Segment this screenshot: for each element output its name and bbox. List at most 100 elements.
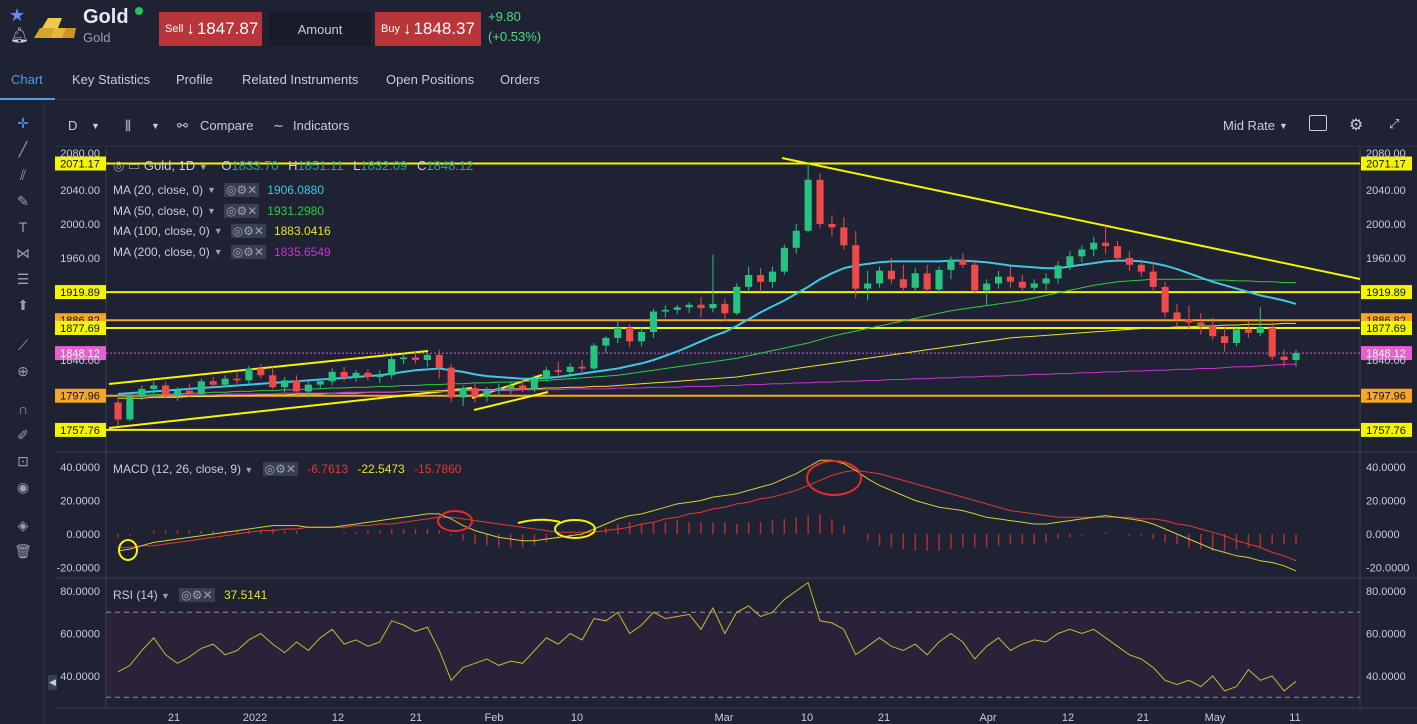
candle-body — [233, 378, 241, 381]
hand-drawn-annotations — [118, 460, 862, 561]
channel-lower-line — [108, 387, 473, 429]
macd-tick-label: -20.0000 — [57, 563, 100, 575]
annotation-circle — [118, 539, 138, 561]
fib-icon[interactable]: ☰ — [16, 271, 30, 287]
ma100-line — [118, 322, 1296, 399]
favorite-star-icon[interactable]: ★ — [9, 5, 26, 25]
compare-icon[interactable]: ⚯ — [177, 118, 188, 133]
candle-body — [887, 270, 896, 280]
sell-label: Sell — [165, 23, 184, 35]
time-tick-label: Feb — [485, 712, 504, 724]
candle-body — [411, 357, 420, 360]
candle-body — [245, 368, 253, 381]
macd-signal-value: -22.5473 — [357, 462, 405, 476]
close-value: 1848.12 — [426, 158, 474, 173]
gold-bars-icon — [34, 18, 76, 38]
buy-button[interactable]: Buy ↓ 1848.37 — [375, 12, 481, 46]
chevron-down-icon[interactable]: ▼ — [1279, 121, 1288, 131]
pattern-icon[interactable]: ⋈ — [16, 245, 30, 261]
candle-body — [1292, 353, 1300, 360]
candle-body — [281, 380, 289, 388]
interval-select[interactable]: D — [68, 118, 78, 133]
ruler-icon[interactable]: ⟋ — [18, 337, 28, 353]
level-tag-right — [1361, 388, 1412, 403]
chevron-down-icon[interactable]: ▼ — [161, 591, 170, 601]
tab-chart[interactable]: Chart — [11, 72, 43, 87]
magnet-icon[interactable]: ∩ — [17, 401, 29, 417]
zoom-icon[interactable]: ⊕ — [17, 363, 29, 379]
collapse-left-icon[interactable]: ◀ — [48, 675, 57, 690]
chevron-down-icon[interactable]: ▼ — [198, 162, 208, 172]
chevron-down-icon[interactable]: ▼ — [151, 121, 160, 131]
candle-body — [947, 259, 955, 270]
trash-icon[interactable]: 🗑︎ — [14, 543, 32, 559]
tab-open-positions[interactable]: Open Positions — [386, 72, 475, 87]
candle-body — [1078, 249, 1086, 257]
ma-label: MA (20, close, 0) — [113, 183, 204, 198]
candle-body — [388, 359, 396, 376]
sell-button[interactable]: Sell ↓ 1847.87 — [159, 12, 262, 46]
drawing-tools-sidebar: ✛ ╱ ⫽ ✎ T ⋈ ☰ ⬆ ⟋ ⊕ ∩ ✐ ⊡ ◉ ◈ 🗑︎ — [0, 101, 45, 724]
price-tick-label: 1840.00 — [60, 355, 100, 367]
trend-line-icon[interactable]: ╱ — [18, 141, 28, 157]
instrument-header: ★ 🔔︎ Gold Gold Sell ↓ 1847.87 Amount Buy… — [0, 0, 1417, 58]
macd-controls-icon[interactable]: ◎⚙✕ — [262, 462, 298, 476]
alert-bell-icon[interactable]: 🔔︎ — [10, 27, 30, 44]
macd-tick-label: 0.0000 — [66, 529, 100, 541]
chevron-down-icon[interactable]: ▼ — [91, 121, 100, 131]
candle-body — [1030, 283, 1038, 288]
rsi-controls-icon[interactable]: ◎⚙✕ — [179, 588, 215, 602]
open-value: 1833.70 — [231, 158, 279, 173]
eye-icon[interactable]: ◎ ▭ — [113, 158, 141, 173]
candle-body — [1054, 265, 1062, 279]
ma50-line — [118, 278, 1296, 397]
ma-controls-icon[interactable]: ◎⚙✕ — [230, 244, 266, 259]
brush-icon[interactable]: ✎ — [17, 193, 29, 209]
candle-body — [1173, 312, 1181, 320]
chevron-down-icon[interactable]: ▼ — [207, 185, 216, 196]
pitchfork-icon[interactable]: ⫽ — [19, 167, 27, 183]
candle-body — [590, 345, 598, 369]
visibility-eye-icon[interactable]: ◉ — [16, 479, 30, 495]
tab-orders[interactable]: Orders — [500, 72, 540, 87]
settings-gear-icon[interactable]: ⚙ — [1349, 117, 1364, 134]
macd-tick-label: 40.0000 — [1366, 462, 1406, 474]
candle-body — [566, 366, 574, 372]
tab-profile[interactable]: Profile — [176, 72, 213, 87]
expand-icon[interactable]: ⤢ — [1389, 116, 1400, 131]
chevron-down-icon[interactable]: ▼ — [207, 205, 216, 216]
lock-icon[interactable]: ⊡ — [17, 453, 29, 469]
tab-key-statistics[interactable]: Key Statistics — [72, 72, 151, 87]
annotation-stroke — [517, 518, 561, 524]
indicators-button[interactable]: Indicators — [293, 118, 350, 133]
fullscreen-box-icon[interactable] — [1309, 115, 1327, 131]
chart-type-candles-icon[interactable]: ⫼ — [125, 118, 131, 133]
amount-input[interactable]: Amount — [269, 12, 371, 46]
time-tick-label: 21 — [410, 712, 422, 724]
ma-label: MA (100, close, 0) — [113, 224, 210, 239]
rate-select[interactable]: Mid Rate — [1223, 118, 1276, 133]
time-tick-label: Apr — [979, 712, 996, 724]
crosshair-icon[interactable]: ✛ — [17, 115, 29, 131]
chevron-down-icon[interactable]: ▼ — [213, 246, 223, 257]
arrow-up-icon[interactable]: ⬆ — [17, 297, 29, 313]
ma-controls-icon[interactable]: ◎⚙✕ — [223, 203, 260, 218]
price-tick-label: 2040.00 — [60, 185, 100, 197]
tab-related-instruments[interactable]: Related Instruments — [242, 72, 359, 87]
level-tag-right — [1361, 320, 1412, 335]
chevron-down-icon[interactable]: ▼ — [244, 465, 254, 475]
chevron-down-icon[interactable]: ▼ — [213, 226, 223, 237]
layers-icon[interactable]: ◈ — [17, 517, 29, 533]
price-tick-label: 2080.00 — [60, 148, 100, 160]
ma-controls-icon[interactable]: ◎⚙✕ — [223, 183, 260, 198]
candle-body — [756, 275, 765, 282]
text-tool-icon[interactable]: T — [18, 219, 28, 235]
time-tick-label: 2022 — [243, 712, 267, 724]
compare-button[interactable]: Compare — [200, 118, 254, 133]
lock-drawing-icon[interactable]: ✐ — [17, 427, 29, 443]
indicators-icon[interactable]: ∼ — [273, 118, 284, 133]
ma-controls-icon[interactable]: ◎⚙✕ — [230, 224, 266, 239]
candle-body — [1090, 242, 1098, 250]
